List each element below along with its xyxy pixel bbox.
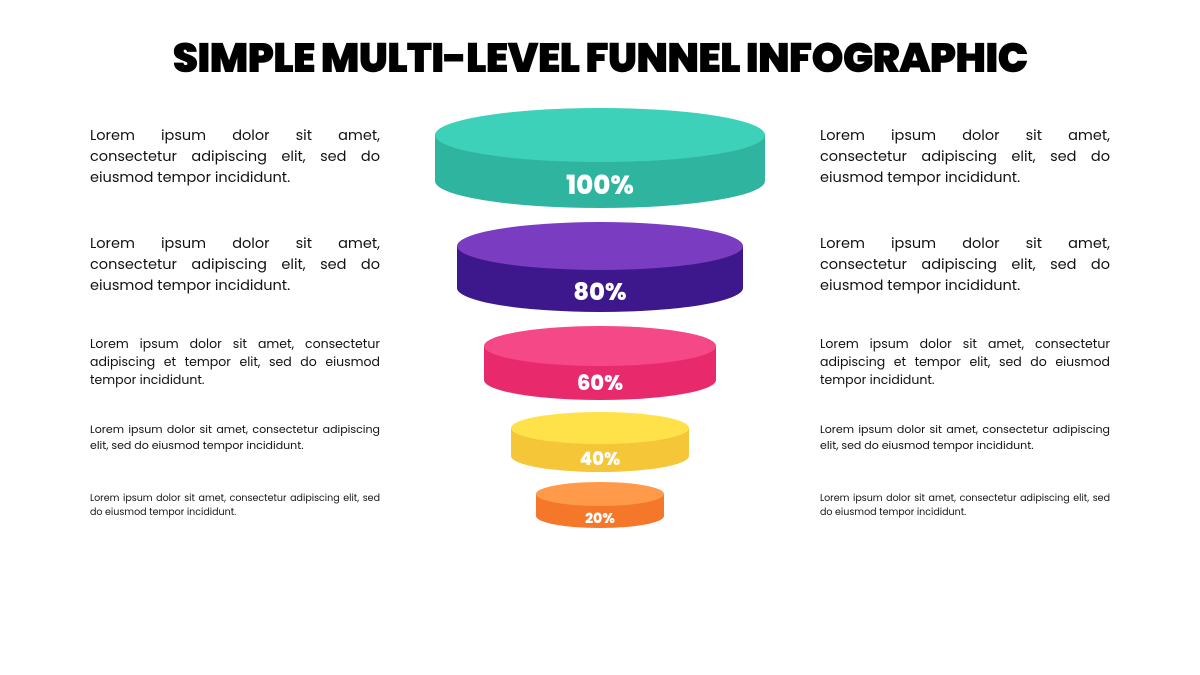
funnel-chart: 100% 80% 60% 40% 20% [430, 108, 770, 648]
funnel-level-5-percent: 20% [536, 508, 664, 529]
page-title: SIMPLE MULTI-LEVEL FUNNEL INFOGRAPHIC [0, 28, 1200, 89]
funnel-level-3-percent: 60% [484, 368, 716, 399]
left-label-5: Lorem ipsum dolor sit amet, consectetur … [90, 492, 380, 520]
right-label-2: Lorem ipsum dolor sit amet, consectetur … [820, 234, 1110, 297]
funnel-level-1-percent: 100% [435, 167, 765, 206]
left-label-2: Lorem ipsum dolor sit amet, consectetur … [90, 234, 380, 297]
left-label-3: Lorem ipsum dolor sit amet, consectetur … [90, 336, 380, 390]
funnel-level-2-percent: 80% [457, 275, 743, 310]
right-label-5: Lorem ipsum dolor sit amet, consectetur … [820, 492, 1110, 520]
right-label-1: Lorem ipsum dolor sit amet, consectetur … [820, 126, 1110, 189]
left-label-4: Lorem ipsum dolor sit amet, consectetur … [90, 422, 380, 454]
left-label-1: Lorem ipsum dolor sit amet, consectetur … [90, 126, 380, 189]
funnel-level-4-percent: 40% [511, 446, 689, 473]
right-label-3: Lorem ipsum dolor sit amet, consectetur … [820, 336, 1110, 390]
right-label-4: Lorem ipsum dolor sit amet, consectetur … [820, 422, 1110, 454]
